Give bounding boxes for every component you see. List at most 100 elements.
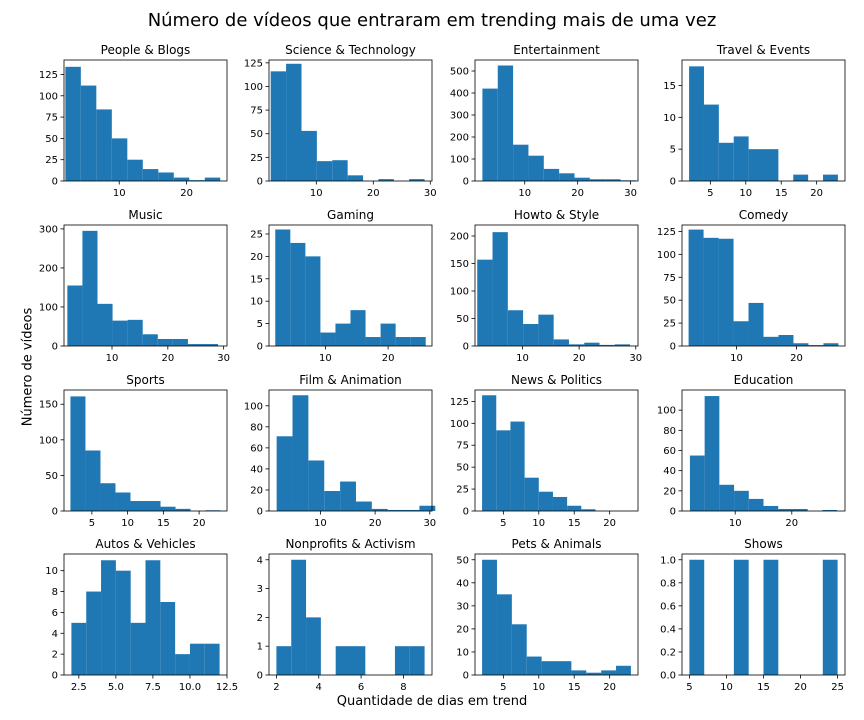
histogram-bar bbox=[524, 477, 539, 511]
histogram-bar bbox=[316, 161, 333, 181]
x-tick-label: 10 bbox=[532, 518, 545, 529]
subplot-title: Gaming bbox=[327, 208, 374, 222]
y-tick-label: 100 bbox=[450, 155, 469, 166]
histogram-bar bbox=[101, 560, 116, 675]
histogram-bar bbox=[556, 661, 572, 675]
histogram-bar bbox=[82, 230, 98, 346]
y-tick-label: 400 bbox=[450, 89, 469, 100]
x-tick-label: 8 bbox=[400, 682, 406, 693]
y-tick-label: 25 bbox=[250, 153, 263, 164]
subplot-title: Nonprofits & Activism bbox=[285, 537, 415, 551]
y-tick-label: 10 bbox=[663, 113, 676, 124]
histogram-bar bbox=[340, 481, 356, 511]
histogram-bar bbox=[511, 624, 527, 675]
x-tick-label: 10 bbox=[106, 353, 119, 364]
x-tick-label: 10 bbox=[518, 188, 531, 199]
histogram-bar bbox=[145, 560, 161, 675]
histogram-bar bbox=[552, 496, 568, 511]
histogram-bar bbox=[718, 142, 734, 181]
histogram-bar bbox=[559, 173, 575, 181]
histogram-bar bbox=[142, 169, 159, 181]
y-tick-label: 100 bbox=[450, 287, 469, 298]
histogram-bar bbox=[496, 430, 511, 511]
histogram-bar bbox=[335, 323, 351, 346]
histogram-bar bbox=[748, 149, 764, 181]
histogram-bar bbox=[305, 256, 321, 346]
histogram-bar bbox=[601, 670, 617, 675]
axes-frame bbox=[474, 224, 639, 347]
axes-frame bbox=[681, 59, 846, 182]
subplot-title: Entertainment bbox=[513, 43, 600, 57]
histogram-bar bbox=[70, 396, 86, 511]
histogram-bar bbox=[616, 665, 631, 675]
histogram-bar bbox=[301, 130, 317, 181]
subplot-title: People & Blogs bbox=[101, 43, 191, 57]
histogram-bar bbox=[308, 460, 325, 511]
subplot-film-animation: Film & Animation 10 20 30 0 20 40 60 80 100 bbox=[244, 373, 436, 529]
histogram-bar bbox=[482, 88, 498, 181]
y-tick-label: 100 bbox=[39, 91, 58, 102]
histogram-bar bbox=[320, 332, 336, 346]
subplot-title: Music bbox=[128, 208, 162, 222]
y-tick-label: 0 bbox=[257, 507, 263, 518]
histogram-bar bbox=[371, 508, 388, 511]
x-tick-label: 30 bbox=[424, 188, 437, 199]
y-tick-label: 8 bbox=[52, 587, 58, 598]
y-tick-label: 0 bbox=[257, 177, 263, 188]
histogram-bar bbox=[324, 491, 341, 511]
histogram-bar bbox=[822, 509, 838, 511]
subplot-title: Travel & Events bbox=[716, 43, 810, 57]
y-tick-label: 60 bbox=[250, 443, 263, 454]
x-tick-label: 10 bbox=[516, 353, 529, 364]
histogram-bar bbox=[823, 174, 838, 181]
x-tick-label: 20 bbox=[603, 518, 616, 529]
histogram-bar bbox=[187, 344, 203, 346]
histogram-bar bbox=[96, 109, 112, 181]
y-tick-label: 500 bbox=[450, 67, 469, 78]
histogram-bar bbox=[719, 484, 735, 511]
histogram-bar bbox=[394, 646, 410, 675]
y-tick-label: 40 bbox=[663, 466, 676, 477]
histogram-bar bbox=[689, 559, 705, 675]
y-tick-label: 20 bbox=[250, 252, 263, 263]
subplot-autos-vehicles: Autos & Vehicles 2.5 5.0 7.5 10.0 12.5 0 2 4 6 8 10 bbox=[45, 537, 238, 693]
histogram-bar bbox=[718, 238, 734, 346]
y-tick-label: 20 bbox=[663, 486, 676, 497]
subplot-title: News & Politics bbox=[511, 373, 602, 387]
x-tick-label: 10 bbox=[532, 682, 545, 693]
histogram-bar bbox=[733, 321, 749, 346]
histogram-bar bbox=[733, 136, 749, 181]
y-tick-label: 25 bbox=[45, 155, 58, 166]
histogram-bar bbox=[403, 509, 420, 511]
y-tick-label: 50 bbox=[45, 134, 58, 145]
x-tick-label: 20 bbox=[573, 353, 586, 364]
histogram-bar bbox=[492, 232, 508, 346]
axes-frame bbox=[63, 389, 228, 512]
histogram-bar bbox=[808, 345, 824, 346]
x-tick-label: 25 bbox=[831, 682, 844, 693]
x-tick-label: 10 bbox=[730, 353, 743, 364]
y-tick-label: 0 bbox=[670, 507, 676, 518]
y-tick-label: 0 bbox=[670, 177, 676, 188]
histogram-bar bbox=[763, 149, 779, 181]
histogram-bar bbox=[574, 177, 590, 181]
subplot-news-politics: News & Politics 5 10 15 20 0 25 50 75 100 125 bbox=[450, 373, 639, 529]
histogram-bar bbox=[497, 65, 514, 181]
histogram-bar bbox=[763, 336, 779, 346]
y-tick-label: 40 bbox=[456, 578, 469, 589]
y-tick-label: 50 bbox=[456, 463, 469, 474]
histogram-bar bbox=[350, 646, 366, 675]
histogram-bar bbox=[111, 138, 128, 181]
histogram-bar bbox=[172, 338, 188, 346]
histogram-bar bbox=[734, 490, 749, 511]
axes-frame bbox=[268, 59, 433, 182]
histogram-bar bbox=[538, 314, 554, 346]
y-tick-label: 50 bbox=[456, 314, 469, 325]
subplot-sports: Sports 5 10 15 20 0 50 100 150 bbox=[39, 373, 228, 529]
y-tick-label: 100 bbox=[244, 82, 263, 93]
histogram-bar bbox=[112, 320, 128, 346]
y-tick-label: 0 bbox=[257, 671, 263, 682]
y-tick-label: 15 bbox=[663, 81, 676, 92]
x-tick-label: 20 bbox=[369, 518, 382, 529]
histogram-bar bbox=[614, 344, 631, 346]
